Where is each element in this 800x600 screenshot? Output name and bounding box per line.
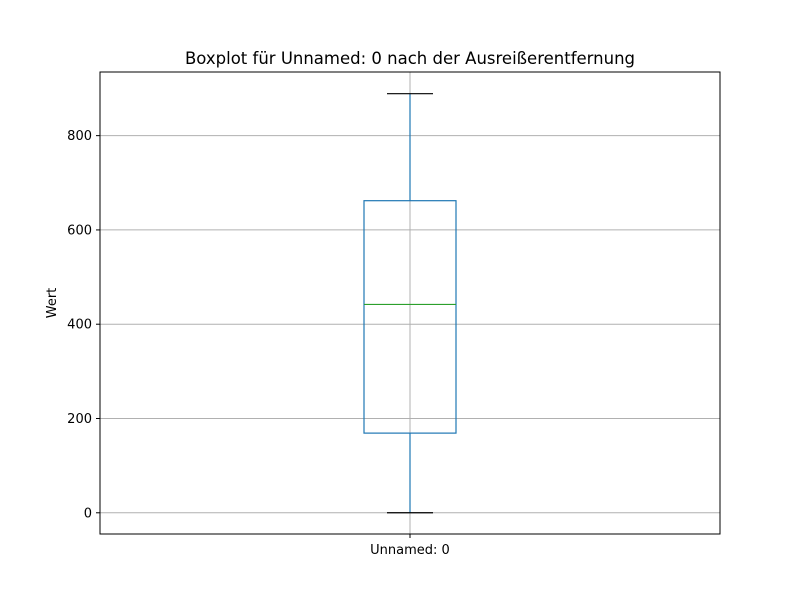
box-series [363, 93, 457, 514]
y-axis-label: Wert [45, 288, 60, 319]
x-axis: Unnamed: 0 [370, 534, 450, 558]
chart-title: Boxplot für Unnamed: 0 nach der Ausreiße… [185, 49, 635, 68]
y-tick-label: 200 [67, 412, 92, 427]
iqr-box [363, 200, 457, 434]
y-tick-label: 800 [67, 129, 92, 144]
y-tick-label: 600 [67, 223, 92, 238]
y-tick-label: 0 [84, 506, 92, 521]
y-axis: 0 200 400 600 800 [67, 129, 100, 521]
x-tick-label: Unnamed: 0 [370, 543, 450, 558]
box-unnamed-0 [363, 93, 457, 514]
y-tick-label: 400 [67, 318, 92, 333]
